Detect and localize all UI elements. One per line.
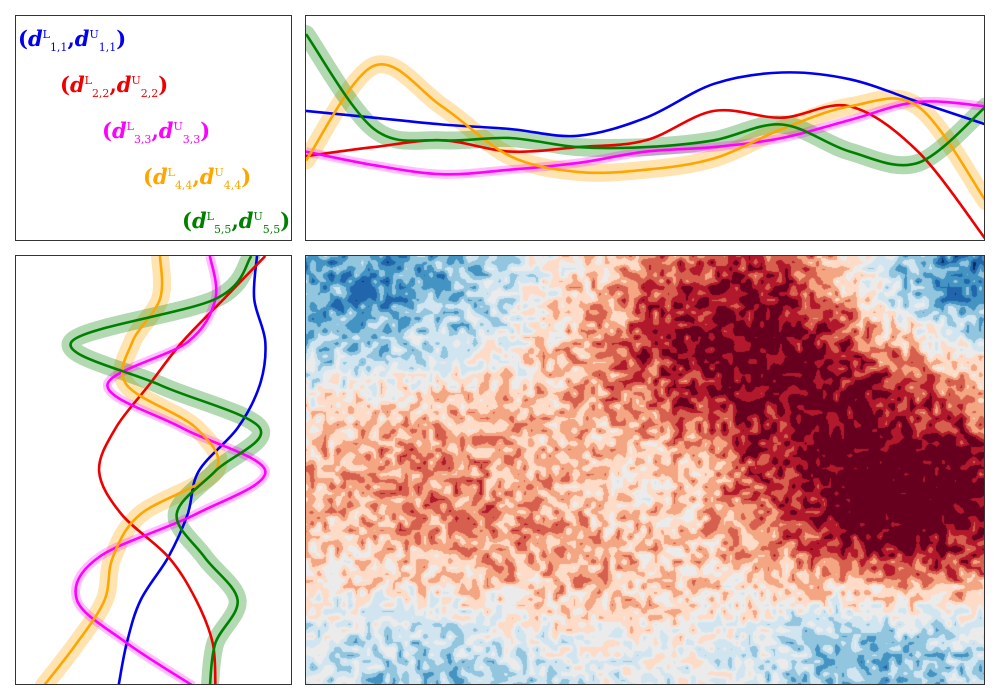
line-blue [117,256,267,684]
heatmap-canvas [306,256,984,684]
legend-entry-5: (dL5,5,dU5,5) [182,208,291,237]
heatmap-plot [305,255,985,685]
left-line-plot-svg [34,256,270,684]
legend-entry-3: (dL3,3,dU3,3) [102,118,211,147]
line-magenta [74,256,267,684]
legend-panel: (dL1,1,dU1,1) (dL2,2,dU2,2) (dL3,3,dU3,3… [15,15,292,241]
top-line-plot-svg [306,25,984,240]
legend-entry-4: (dL4,4,dU4,4) [143,164,252,193]
line-green [306,33,984,167]
legend-entry-2: (dL2,2,dU2,2) [60,72,169,101]
line-magenta [306,100,984,176]
line-blue [306,71,984,138]
legend-entry-1: (dL1,1,dU1,1) [18,26,127,55]
line-orange [306,62,984,201]
line-green [69,256,263,684]
line-red [97,256,267,684]
left-line-plot [15,255,292,685]
top-line-plot [305,15,985,241]
